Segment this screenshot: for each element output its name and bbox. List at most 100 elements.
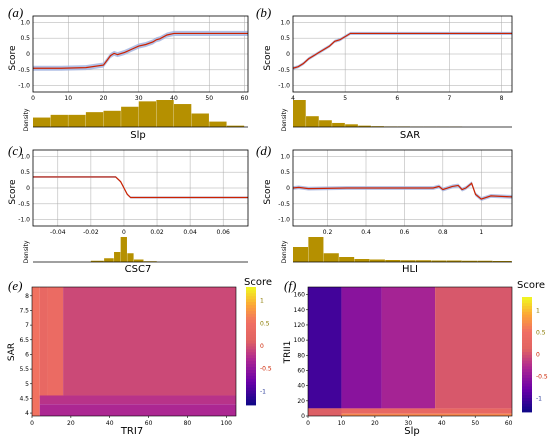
- panel-b-xtick-label: 8: [500, 95, 504, 102]
- panel-e-colorbar-step: [246, 331, 256, 335]
- panel-e-ytick-label: 4.5: [19, 395, 29, 402]
- panel-f-xlabel: Slp: [404, 426, 419, 437]
- panel-e-ylabel: SAR: [7, 343, 17, 361]
- panel-e-colorbar-step: [246, 287, 256, 291]
- panel-d-ylabel: Score: [263, 179, 273, 205]
- panel-f-xtick-label: 20: [371, 420, 379, 427]
- panel-a-ytick-label: 0.5: [20, 35, 30, 42]
- panel-c-density-bar: [90, 260, 104, 262]
- panel-e-colorbar-step: [246, 396, 256, 400]
- panel-f-ytick-label: 60: [297, 367, 305, 374]
- panel-c-ylabel: Score: [8, 179, 18, 205]
- panel-f-ytick-label: 40: [297, 383, 305, 390]
- panel-f-colorbar-step: [522, 366, 532, 370]
- panel-f-heat-cell: [308, 408, 512, 414]
- panel-e-colorbar-step: [246, 325, 256, 329]
- panel-d-density-bar: [354, 259, 370, 262]
- panel-e-xtick-label: 60: [145, 420, 153, 427]
- panel-d-density-bar: [323, 253, 339, 262]
- panel-f-colorbar-step: [522, 351, 532, 355]
- panel-e-xtick-label: 0: [30, 420, 34, 427]
- panel-a-density-bar: [209, 121, 227, 127]
- panel-e-colorbar-tick-label: -1: [260, 388, 266, 395]
- panel-a-density-bar: [103, 110, 121, 127]
- panel-c-density-bar: [120, 237, 127, 262]
- panel-e-colorbar-step: [246, 366, 256, 370]
- panel-f-colorbar-step: [522, 380, 532, 384]
- panel-e-colorbar-step: [246, 322, 256, 326]
- panel-d-density-label: Density: [281, 240, 288, 263]
- panel-b-density-bar: [345, 124, 358, 127]
- panel-d-label: (d): [256, 143, 271, 158]
- panel-e-colorbar-tick-label: 1: [260, 298, 264, 305]
- panel-a-ytick-label: -1.0: [18, 83, 30, 90]
- panel-e-colorbar-step: [246, 304, 256, 309]
- panel-f-heat-cell: [381, 287, 436, 409]
- panel-e-colorbar-tick-label: 0: [260, 343, 264, 350]
- panel-f-heat-cell: [308, 408, 342, 416]
- panel-a-xtick-label: 60: [241, 95, 249, 102]
- panel-b-ytick-label: -0.5: [278, 67, 290, 74]
- panel-e-colorbar-step: [246, 387, 256, 391]
- panel-e-colorbar-step: [246, 384, 256, 388]
- panel-a-density-bar: [191, 113, 209, 127]
- panel-f-colorbar-step: [522, 325, 532, 330]
- panel-e-colorbar-step: [246, 357, 256, 362]
- panel-b-density: [293, 100, 512, 128]
- panel-d-density: [293, 237, 512, 263]
- panel-f-colorbar-step: [522, 328, 532, 332]
- panel-f-colorbar-step: [522, 386, 532, 390]
- panel-f-colorbar-tick-label: 0.5: [536, 329, 546, 336]
- panel-e-colorbar-step: [246, 351, 256, 356]
- panel-f-colorbar-step: [522, 394, 532, 399]
- panel-e-colorbar-tick-label: -0.5: [260, 366, 272, 373]
- panel-f-heat-cell: [308, 287, 342, 409]
- panel-d-ytick-label: 0: [286, 185, 290, 192]
- panel-c-density-label: Density: [23, 240, 30, 263]
- panel-f-colorbar-step: [522, 334, 532, 338]
- panel-f-colorbar-step: [522, 348, 532, 353]
- panel-d-density-bar: [293, 247, 309, 262]
- panel-f-xtick-label: 50: [471, 420, 479, 427]
- panel-e-ytick-label: 7: [25, 322, 29, 329]
- panel-f-colorbar-step: [522, 391, 532, 396]
- panel-c-plot: -0.04 -0.02 0 0.02 0.04 0.06 1.0 0.5 0 -0.5 -1.0: [18, 149, 249, 236]
- panel-f-colorbar-step: [522, 363, 532, 367]
- panel-b-xtick-label: 4: [291, 95, 295, 102]
- panel-e-colorbar-step: [246, 307, 256, 311]
- panel-a-frame: [32, 15, 249, 93]
- panel-b: (b) Score 4 5 6 7 8 1.0 0.5 0 -0.5 -1.0 Density S…: [256, 5, 513, 141]
- panel-c-xtick-label: -0.02: [83, 229, 99, 236]
- panel-d-xlabel: HLI: [402, 264, 418, 275]
- panel-e-colorbar-step: [246, 369, 256, 373]
- panel-e-colorbar-step: [246, 298, 256, 303]
- panel-e-colorbar-step: [246, 292, 256, 297]
- panel-f-colorbar-step: [522, 337, 532, 341]
- panel-a-xtick-label: 0: [31, 95, 35, 102]
- panel-d-xtick-label: 0.2: [323, 229, 333, 236]
- panel-b-density-bar: [319, 120, 332, 127]
- panel-f-colorbar-step: [522, 302, 532, 307]
- panel-b-density-label: Density: [281, 108, 288, 131]
- panel-b-ytick-label: 0: [286, 51, 290, 58]
- panel-e-ytick-label: 6: [25, 351, 29, 358]
- panel-a-xtick-label: 50: [205, 95, 213, 102]
- panel-c-xlabel: CSC7: [125, 264, 152, 275]
- panel-d-xtick-label: 0.4: [361, 229, 371, 236]
- panel-f-label: (f): [284, 278, 296, 293]
- panel-a-density-bar: [156, 100, 174, 127]
- panel-d-density-bar: [477, 260, 493, 262]
- panel-a-series-line: [33, 32, 248, 69]
- panel-e-ytick-label: 6.5: [19, 337, 29, 344]
- panel-a-density-bar: [121, 106, 139, 127]
- panel-a-label: (a): [8, 5, 23, 20]
- panel-f-colorbar-step: [522, 357, 532, 361]
- panel-b-ci-band: [293, 31, 512, 70]
- panel-a-density-bar: [226, 125, 245, 127]
- panel-b-label: (b): [256, 5, 271, 20]
- panel-a-xtick-label: 20: [100, 95, 108, 102]
- panel-e-ytick-label: 5.5: [19, 366, 29, 373]
- panel-a-xtick-label: 10: [64, 95, 72, 102]
- panel-e-colorbar-step: [246, 348, 256, 353]
- panel-b-xlabel: SAR: [400, 130, 420, 141]
